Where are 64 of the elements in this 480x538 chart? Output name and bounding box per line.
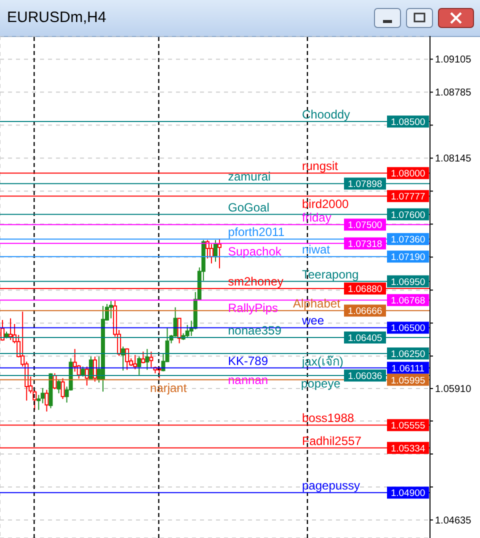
ref-line-label: pforth2011 bbox=[228, 225, 285, 240]
annotation: 1.06666 bbox=[348, 306, 382, 318]
ref-line-label: nonae359 bbox=[228, 324, 282, 338]
ref-line-label: Supachok bbox=[228, 244, 282, 258]
annotation: 1.07318 bbox=[348, 238, 382, 250]
annotation: 1.06405 bbox=[348, 333, 382, 344]
y-tick-label: 1.09105 bbox=[435, 54, 472, 66]
annotation: 1.05995 bbox=[390, 375, 426, 386]
candlestick bbox=[8, 318, 13, 340]
candlestick bbox=[145, 348, 150, 370]
annotation: 1.07360 bbox=[390, 234, 426, 246]
ref-line-label: wee bbox=[301, 314, 324, 328]
candlestick bbox=[109, 300, 114, 319]
candlestick bbox=[125, 348, 130, 370]
ref-line-label: boss1988 bbox=[302, 411, 354, 426]
ref-line-label: Teerapong bbox=[302, 267, 359, 282]
ref-line-label: popeye bbox=[301, 376, 341, 391]
annotation: 1.07500 bbox=[348, 220, 382, 232]
annotation: 1.06880 bbox=[348, 284, 382, 296]
annotation: 1.04900 bbox=[390, 488, 426, 500]
ref-line-label: friday bbox=[302, 210, 332, 225]
candlestick bbox=[60, 378, 65, 400]
ref-line-label: KK-789 bbox=[228, 354, 268, 368]
annotation: 1.06950 bbox=[390, 276, 426, 288]
ref-line-label: bird2000 bbox=[302, 197, 350, 212]
candlestick bbox=[213, 240, 218, 262]
annotation: 1.08500 bbox=[390, 117, 426, 128]
ref-line-label: zamurai bbox=[228, 170, 271, 184]
annotation: 1.05334 bbox=[390, 443, 426, 454]
annotation: 1.07600 bbox=[390, 210, 426, 221]
candlestick bbox=[149, 351, 154, 368]
annotation: 1.06111 bbox=[392, 363, 424, 374]
ref-line-label: Alphabet bbox=[293, 296, 342, 311]
annotation: 1.06250 bbox=[390, 348, 426, 360]
ref-line-label: niwat bbox=[302, 242, 331, 257]
y-tick-label: 1.08145 bbox=[435, 154, 472, 165]
candlestick bbox=[141, 351, 146, 364]
y-tick-label: 1.04635 bbox=[435, 516, 472, 527]
ref-line-label: Fadhil2557 bbox=[302, 434, 362, 448]
ref-line-label: pagepussy bbox=[302, 478, 360, 493]
annotation: 1.06500 bbox=[390, 323, 426, 334]
candlestick bbox=[185, 324, 190, 338]
ref-line-label: Chooddy bbox=[302, 108, 350, 122]
candlestick bbox=[56, 379, 61, 394]
y-tick-label: 1.08785 bbox=[435, 88, 472, 99]
ref-line-label: jax(เจ๊ก) bbox=[301, 354, 344, 368]
annotation: 1.05555 bbox=[390, 420, 426, 432]
annotation: 1.06768 bbox=[390, 296, 426, 307]
candlestick bbox=[44, 389, 49, 412]
annotation: 1.06036 bbox=[348, 371, 382, 382]
candlestick bbox=[80, 366, 85, 378]
candlestick bbox=[137, 356, 142, 376]
annotation: 1.08000 bbox=[390, 168, 426, 180]
annotation: 1.07777 bbox=[390, 192, 426, 203]
chart-title: EURUSDm,H4 bbox=[7, 9, 106, 26]
annotation: 1.07898 bbox=[348, 179, 382, 190]
candlestick bbox=[218, 238, 222, 269]
candlestick bbox=[88, 356, 93, 380]
candlestick bbox=[133, 354, 138, 370]
ref-line-label: rungsit bbox=[302, 159, 339, 174]
ref-line-label: GoGoal bbox=[228, 200, 270, 214]
ref-line-label: narjant bbox=[150, 380, 188, 395]
y-tick-label: 1.05910 bbox=[435, 384, 472, 396]
annotation: 1.07190 bbox=[390, 252, 426, 264]
